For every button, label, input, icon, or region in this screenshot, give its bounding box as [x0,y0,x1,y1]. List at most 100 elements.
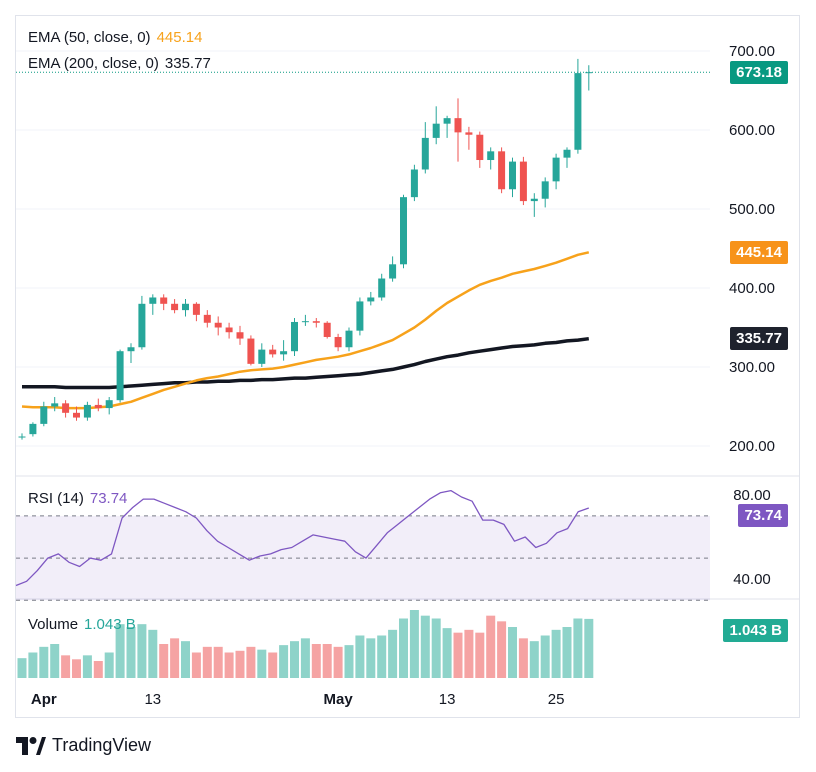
volume-value-tag: 1.043 B [723,619,788,642]
price-tick-label: 300.00 [729,359,775,376]
candle-body [334,336,342,348]
volume-bar [366,638,376,678]
candle-body [116,351,124,401]
ema50-legend-value: 445.14 [156,29,203,46]
volume-bar [508,627,517,678]
candle [94,398,102,412]
candle [62,400,70,418]
volume-bar [431,618,441,678]
chart-frame [15,15,800,718]
candle-body [367,297,375,302]
price-tick-label: 200.00 [729,438,775,455]
candle [410,164,418,202]
tradingview-brand[interactable]: TradingView [16,735,151,756]
candle [476,131,484,168]
candle-body [432,123,440,138]
candle-body [236,332,244,339]
volume-bar [475,632,485,678]
volume-bar [191,652,201,678]
volume-bar [82,655,92,678]
candle-body [62,403,70,413]
volume-bar [170,638,180,678]
candle-body [29,423,37,435]
candle-body [214,322,222,328]
volume-bar [159,644,169,678]
candle-body [269,349,277,355]
candle-body [203,314,211,323]
ema50-price-tag: 445.14 [730,241,788,264]
ema50-legend-label: EMA (50, close, 0) [28,29,151,46]
candle-body [182,303,189,311]
volume-bar [497,621,507,678]
volume-bar [93,661,103,678]
volume-bar [540,635,550,678]
candle [585,65,593,91]
candle [192,302,200,322]
volume-bar [584,618,594,678]
candle [301,314,309,326]
candle [574,58,582,154]
ema200-legend[interactable]: EMA (200, close, 0) 335.77 [28,55,211,72]
volume-bar [268,652,278,678]
volume-bar [300,638,310,678]
candle [258,343,266,367]
candle [214,316,222,336]
volume-bar [518,638,528,678]
candle [18,433,26,440]
price-tick-label: 700.00 [729,43,775,60]
candle [127,343,135,364]
candle-body [530,198,538,202]
candle-body [465,132,473,135]
candle [138,295,146,350]
candle-body [487,151,495,161]
candle-body [356,301,364,331]
candle [171,299,179,314]
candle [345,327,353,352]
ema50-legend[interactable]: EMA (50, close, 0) 445.14 [28,29,202,46]
candle-body [18,436,26,438]
candle-body [105,400,113,409]
candle-body [541,181,549,199]
candle-body [40,406,48,424]
volume-bar [529,641,539,678]
candle [182,299,189,317]
volume-bar [224,652,234,678]
candle-body [280,351,288,355]
candle-body [498,151,506,190]
candle-body [192,303,200,315]
candle [83,401,91,421]
candle-body [509,161,516,190]
candle [487,147,495,170]
candle-body [301,321,309,323]
candle [291,318,298,356]
volume-bar [137,624,147,678]
candle [356,297,364,336]
volume-bar [333,646,343,678]
volume-bar [257,649,267,678]
candle [203,310,211,328]
candle [367,291,375,306]
candle-body [127,347,135,352]
candle [334,333,342,352]
volume-bar [39,646,49,678]
volume-bar [409,610,419,678]
volume-legend[interactable]: Volume 1.043 B [28,616,136,633]
rsi-legend[interactable]: RSI (14) 73.74 [28,490,127,507]
candle-body [225,327,233,333]
candle-body [94,404,102,409]
volume-bar [50,644,60,678]
candle-body [291,321,298,352]
ema200-price-tag: 335.77 [730,327,788,350]
volume-bar [573,618,583,678]
volume-bar [388,629,398,678]
candle [236,325,244,345]
ema200-legend-label: EMA (200, close, 0) [28,55,159,72]
time-tick-label: May [324,691,354,708]
candle-body [563,149,571,158]
ema50-line [21,251,590,410]
ema200-legend-value: 335.77 [164,55,211,72]
price-tick-label: 500.00 [729,201,775,218]
candle [509,157,516,198]
candle [400,194,407,269]
